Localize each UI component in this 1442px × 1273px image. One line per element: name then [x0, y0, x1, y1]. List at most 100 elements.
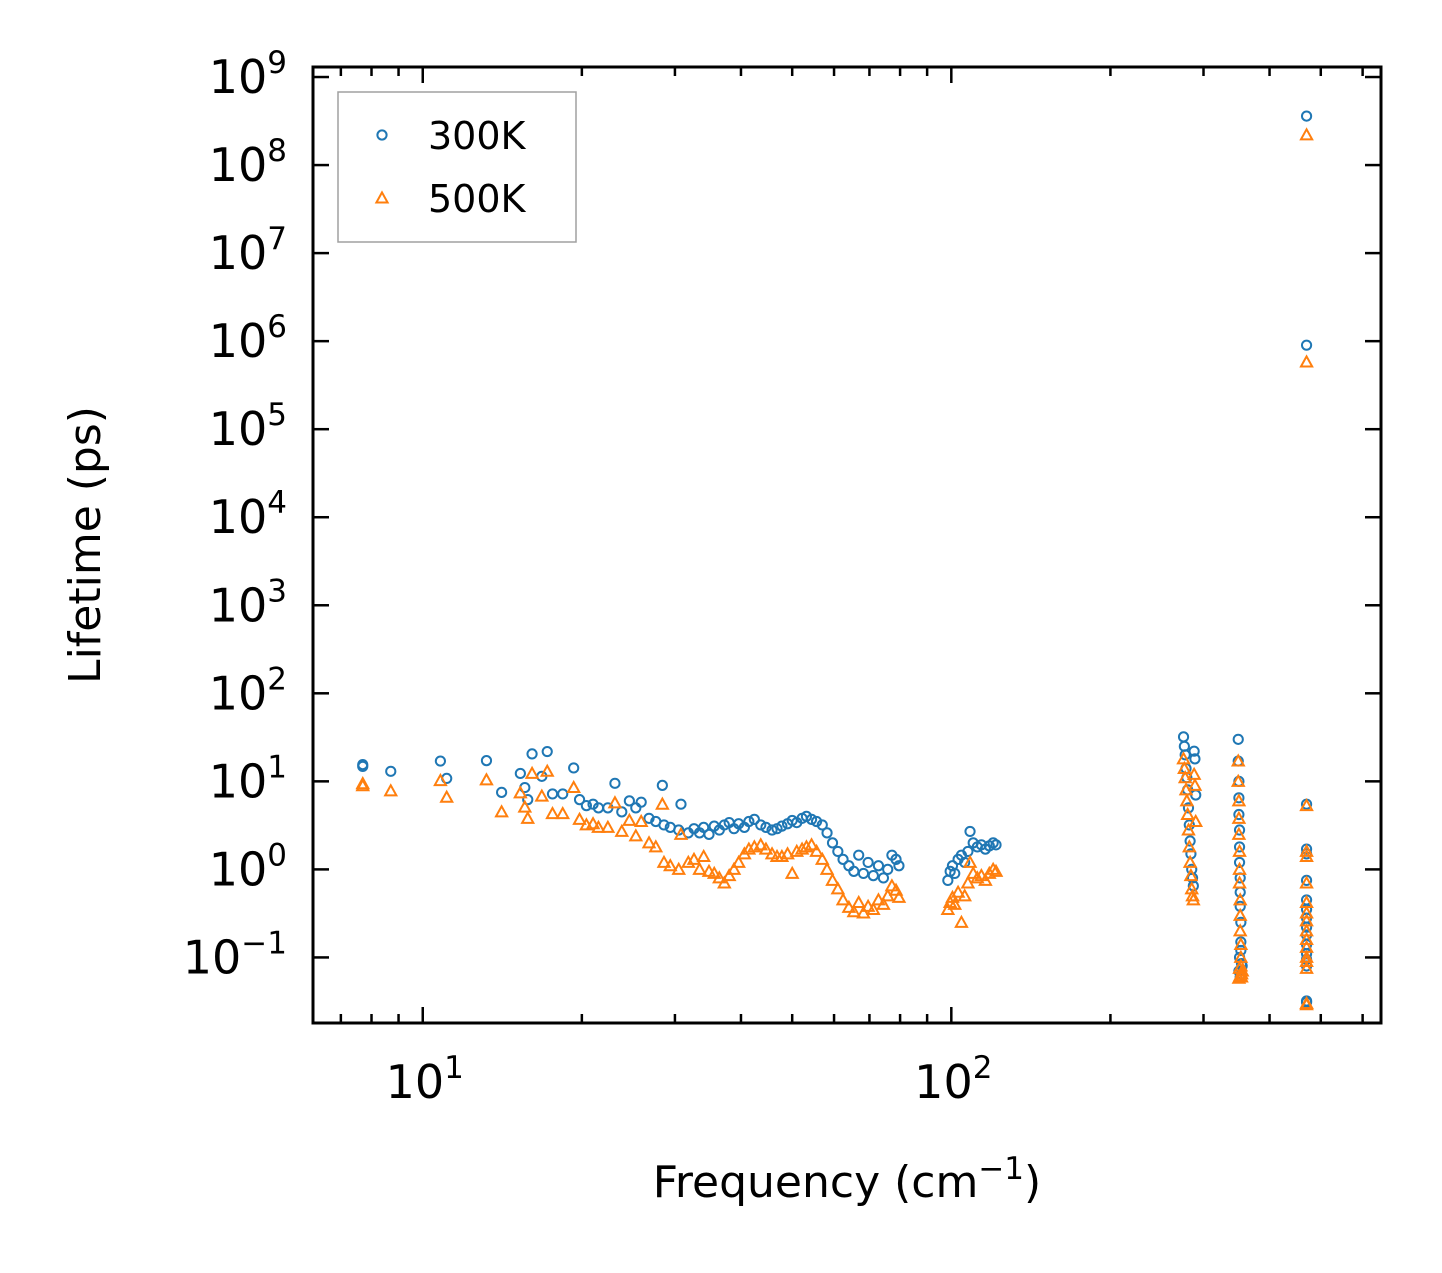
data-point — [876, 896, 891, 910]
data-point — [385, 765, 397, 777]
data-point — [439, 789, 454, 803]
data-point — [1181, 822, 1196, 836]
data-point — [568, 762, 580, 774]
data-point — [609, 777, 621, 789]
x-tick-label: 102 — [914, 1050, 992, 1109]
legend: 300K 500K — [337, 91, 577, 243]
data-point — [1300, 339, 1313, 351]
data-point — [520, 810, 536, 824]
legend-label-300k: 300K — [428, 114, 527, 158]
data-point — [853, 849, 865, 861]
data-point — [573, 794, 586, 806]
data-point — [743, 815, 755, 828]
data-point — [480, 755, 493, 767]
data-point — [1230, 753, 1246, 767]
data-point — [1188, 745, 1200, 757]
data-point — [673, 826, 689, 840]
data-point — [534, 788, 550, 802]
data-point — [1185, 888, 1200, 902]
data-point — [656, 779, 668, 791]
data-point — [555, 805, 571, 820]
data-point — [780, 846, 795, 860]
data-point — [623, 795, 635, 807]
y-tick-label: 103 — [209, 573, 287, 632]
data-point — [355, 778, 371, 792]
data-point — [1232, 892, 1248, 906]
data-point — [633, 813, 649, 827]
data-point — [513, 785, 528, 799]
data-point — [1183, 819, 1195, 831]
data-point — [591, 819, 606, 833]
data-point — [681, 854, 696, 868]
data-point — [517, 799, 533, 813]
data-point — [557, 788, 569, 800]
y-tick-label: 10−1 — [183, 925, 287, 984]
data-point — [1233, 936, 1249, 951]
data-point — [1233, 856, 1246, 869]
data-point — [825, 872, 840, 886]
data-point — [686, 851, 702, 865]
data-point — [648, 839, 664, 853]
data-point — [726, 861, 742, 875]
data-point — [355, 776, 371, 790]
data-point — [1300, 110, 1313, 122]
data-point — [600, 819, 616, 833]
data-point — [1186, 766, 1202, 780]
data-point — [658, 819, 670, 831]
data-point — [1232, 907, 1248, 921]
data-point — [526, 748, 538, 760]
legend-marker-triangle — [374, 190, 390, 204]
data-point — [816, 819, 828, 831]
data-point — [1183, 867, 1199, 882]
data-point — [1232, 923, 1248, 937]
legend-marker-circle — [376, 129, 388, 141]
data-point — [851, 894, 866, 909]
data-point — [857, 867, 870, 880]
data-point — [541, 745, 553, 758]
data-point — [1177, 770, 1193, 784]
data-point — [622, 812, 637, 826]
data-point — [962, 854, 978, 868]
y-tick-label: 106 — [209, 309, 287, 368]
data-point — [1230, 773, 1246, 787]
data-point — [1231, 793, 1247, 807]
data-point — [1232, 861, 1247, 875]
data-point — [479, 772, 494, 786]
data-point — [566, 779, 581, 794]
data-point — [962, 845, 974, 858]
data-point — [1231, 810, 1247, 824]
data-point — [784, 865, 800, 879]
data-point — [832, 845, 844, 858]
data-point — [872, 860, 885, 872]
data-point — [656, 854, 672, 868]
data-point — [1180, 806, 1195, 821]
data-point — [753, 837, 769, 851]
data-point — [891, 889, 907, 903]
data-point — [614, 823, 630, 837]
data-point — [949, 867, 961, 880]
plot-area — [355, 110, 1314, 1011]
data-point — [1299, 960, 1314, 974]
data-point — [1232, 843, 1247, 857]
data-point — [496, 786, 508, 798]
data-point — [826, 837, 839, 849]
x-axis-title: Frequency (cm−1) — [653, 1151, 1041, 1208]
data-point — [804, 837, 819, 851]
data-point — [1233, 824, 1246, 836]
plot-frame — [311, 65, 1383, 1025]
data-point — [433, 772, 448, 787]
y-tick-label: 100 — [209, 837, 287, 896]
data-point — [748, 813, 760, 825]
data-point — [1299, 354, 1314, 368]
legend-marker-500k — [374, 190, 390, 204]
data-point — [846, 904, 862, 918]
data-point — [524, 765, 540, 779]
data-point — [1299, 127, 1314, 141]
data-point — [1300, 948, 1313, 960]
data-point — [1232, 875, 1247, 889]
y-tick-label: 101 — [209, 749, 287, 808]
data-point — [494, 804, 509, 818]
data-point — [988, 863, 1004, 877]
data-point — [1299, 905, 1314, 919]
data-point — [539, 763, 555, 777]
